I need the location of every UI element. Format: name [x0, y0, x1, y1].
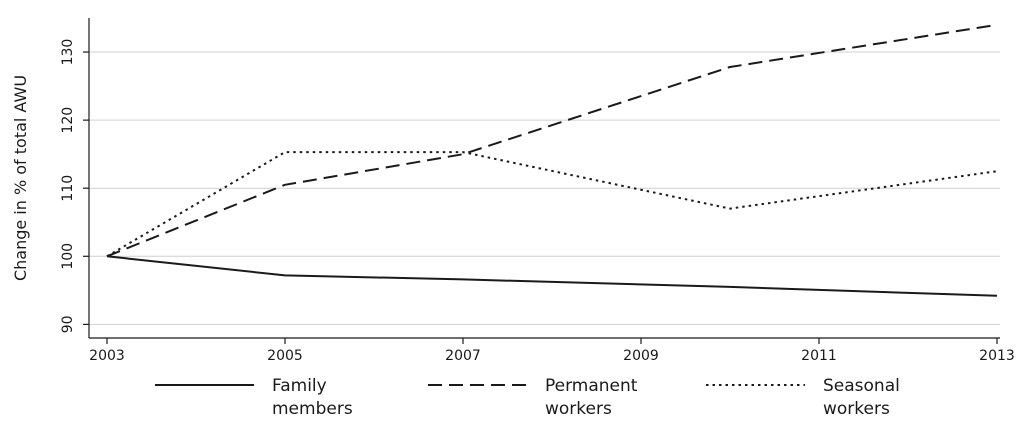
legend-label: Permanent [545, 376, 638, 396]
y-axis-title: Change in % of total AWU [11, 75, 30, 281]
legend-label: Seasonal [823, 376, 900, 396]
legend-label: Family [272, 376, 327, 396]
gridlines [89, 51, 1000, 325]
y-tick-label: 130 [60, 39, 76, 66]
x-tick-label: 2009 [623, 348, 659, 364]
legend-label: workers [823, 399, 890, 419]
y-tick-label: 120 [60, 107, 76, 134]
x-tick-label: 2005 [267, 348, 303, 364]
series-line-dashed [106, 23, 998, 258]
series-line-solid [106, 255, 998, 297]
tick-marks: 90 100 110 120 130 2003 2005 2007 2009 2011 2013 [60, 39, 1015, 364]
series-lines [106, 23, 998, 297]
series-line-dotted [106, 151, 998, 258]
legend-label: members [272, 399, 353, 419]
y-tick-label: 110 [60, 175, 76, 202]
y-tick-label: 100 [60, 243, 76, 270]
legend-label: workers [545, 399, 612, 419]
axes [88, 18, 1000, 339]
x-tick-label: 2003 [89, 348, 125, 364]
x-tick-label: 2013 [979, 348, 1015, 364]
legend: Family members Permanent workers Seasonal wor… [155, 376, 900, 419]
x-tick-label: 2007 [445, 348, 481, 364]
x-tick-label: 2011 [801, 348, 837, 364]
y-tick-label: 90 [60, 315, 76, 333]
